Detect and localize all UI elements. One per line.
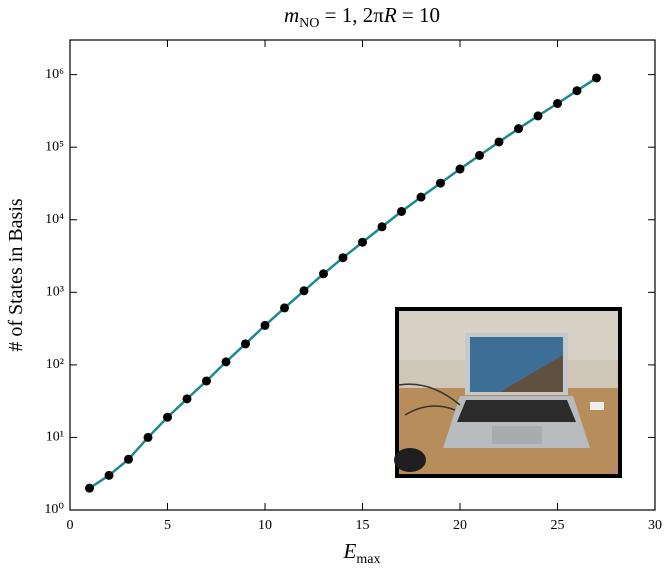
data-point: [163, 412, 172, 422]
data-point: [260, 320, 270, 330]
y-tick-label: 10⁵: [45, 139, 64, 154]
data-point: [475, 150, 484, 160]
y-tick-label: 10⁶: [45, 67, 64, 82]
screen-island: [500, 355, 563, 392]
data-point: [202, 376, 211, 386]
y-axis-label: # of States in Basis: [5, 198, 27, 352]
x-tick-label: 15: [356, 518, 370, 533]
laptop-trackpad: [492, 426, 542, 444]
x-tick-label: 20: [453, 518, 467, 533]
adapter: [590, 402, 604, 410]
data-point: [338, 253, 348, 263]
y-tick-label: 10¹: [46, 430, 64, 445]
y-tick-label: 10²: [46, 357, 64, 372]
data-point: [416, 192, 426, 202]
data-point: [592, 73, 601, 83]
cables: [398, 383, 461, 416]
data-point: [299, 286, 309, 296]
laptop-keyboard: [457, 400, 576, 422]
data-point: [553, 98, 562, 108]
data-point: [241, 339, 250, 349]
data-point: [514, 124, 523, 134]
data-point: [377, 222, 387, 232]
x-tick-label: 10: [258, 518, 272, 533]
y-tick-label: 10⁴: [45, 212, 64, 227]
data-point: [436, 178, 445, 188]
x-tick-label: 30: [648, 518, 662, 533]
data-point: [572, 86, 582, 96]
data-point: [182, 394, 192, 404]
inset-photo: [394, 307, 622, 478]
data-point: [533, 111, 543, 121]
plot-area: 0 5 10 15 20 25 30 10⁰ 10¹ 10² 10³ 10⁴ 10⁵ 10⁶: [44, 40, 662, 533]
data-point: [143, 432, 153, 442]
data-point: [124, 454, 133, 464]
mouse: [394, 448, 426, 472]
y-tick-label: 10³: [46, 285, 64, 300]
chart-title: mNO = 1, 2πR = 10: [284, 3, 440, 31]
data-point: [319, 269, 328, 279]
data-point: [358, 237, 367, 247]
data-point: [494, 137, 504, 147]
x-tick-label: 0: [67, 518, 74, 533]
data-point: [455, 164, 465, 174]
x-tick-label: 5: [164, 518, 171, 533]
data-point: [280, 303, 289, 313]
data-point: [104, 470, 114, 480]
x-tick-label: 25: [551, 518, 565, 533]
y-tick-label: 10⁰: [44, 502, 64, 517]
data-point: [221, 357, 231, 367]
data-point: [85, 483, 94, 493]
x-axis-label: Emax: [343, 539, 381, 567]
data-point: [397, 206, 406, 216]
